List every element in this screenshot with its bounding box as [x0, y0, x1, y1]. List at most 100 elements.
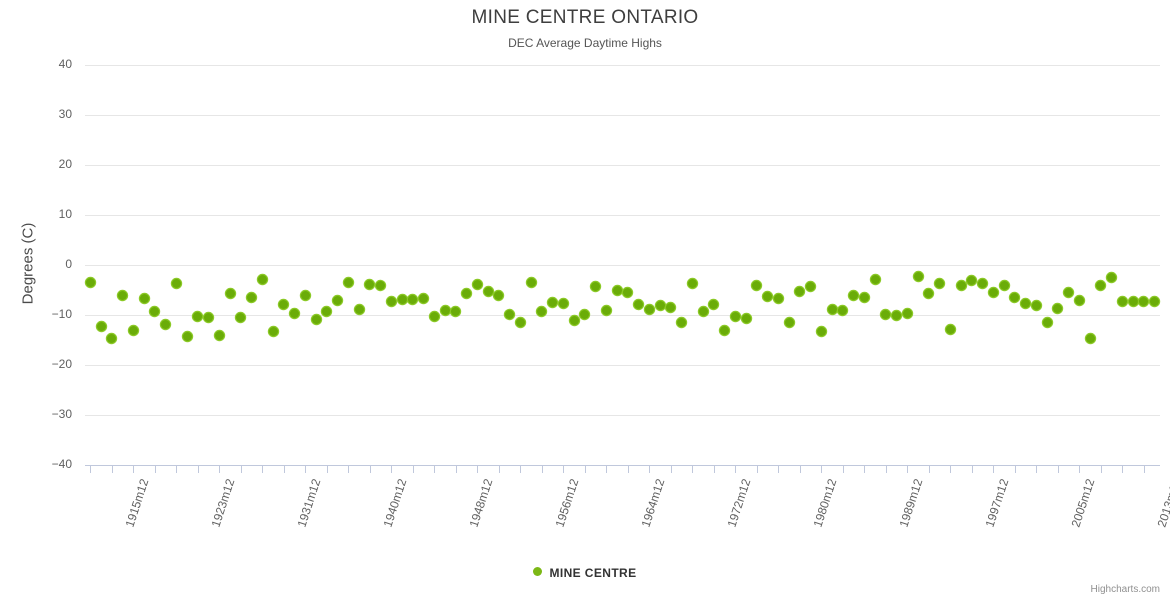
- data-point[interactable]: [419, 294, 429, 303]
- data-point[interactable]: [1128, 296, 1138, 306]
- data-point[interactable]: [322, 306, 332, 316]
- data-point[interactable]: [107, 333, 117, 343]
- data-point[interactable]: [279, 299, 289, 309]
- data-point[interactable]: [311, 315, 321, 324]
- data-point[interactable]: [354, 305, 364, 314]
- data-point[interactable]: [1107, 272, 1117, 282]
- data-point[interactable]: [429, 312, 439, 321]
- data-point[interactable]: [451, 307, 461, 316]
- data-point[interactable]: [859, 292, 869, 302]
- data-point[interactable]: [494, 290, 504, 300]
- data-point[interactable]: [763, 291, 773, 301]
- data-point[interactable]: [1096, 280, 1106, 290]
- data-point[interactable]: [752, 280, 762, 290]
- data-point[interactable]: [913, 272, 923, 281]
- data-point[interactable]: [548, 298, 558, 307]
- data-point[interactable]: [612, 285, 622, 295]
- data-point[interactable]: [300, 290, 310, 300]
- data-point[interactable]: [1042, 318, 1052, 327]
- data-point[interactable]: [687, 279, 697, 288]
- data-point[interactable]: [472, 280, 482, 289]
- data-point[interactable]: [1085, 334, 1095, 343]
- data-point[interactable]: [397, 295, 407, 304]
- data-point[interactable]: [978, 279, 988, 288]
- data-point[interactable]: [827, 304, 837, 314]
- data-point[interactable]: [505, 309, 515, 319]
- data-point[interactable]: [1021, 299, 1031, 308]
- data-point[interactable]: [698, 307, 708, 316]
- data-point[interactable]: [720, 326, 730, 335]
- data-point[interactable]: [806, 281, 816, 291]
- data-point[interactable]: [376, 281, 386, 290]
- data-point[interactable]: [408, 294, 418, 304]
- data-point[interactable]: [1117, 296, 1127, 306]
- legend-item[interactable]: MINE CENTRE: [533, 565, 636, 580]
- data-point[interactable]: [881, 309, 891, 319]
- data-point[interactable]: [569, 315, 579, 325]
- data-point[interactable]: [795, 286, 805, 296]
- data-point[interactable]: [171, 278, 181, 288]
- data-point[interactable]: [784, 318, 794, 327]
- data-point[interactable]: [182, 332, 192, 341]
- data-point[interactable]: [290, 309, 300, 318]
- data-point[interactable]: [644, 304, 654, 314]
- data-point[interactable]: [236, 312, 246, 322]
- data-point[interactable]: [225, 288, 235, 298]
- data-point[interactable]: [204, 313, 214, 322]
- data-point[interactable]: [773, 293, 783, 303]
- data-point[interactable]: [558, 299, 568, 308]
- data-point[interactable]: [591, 281, 601, 291]
- data-point[interactable]: [139, 293, 149, 303]
- data-point[interactable]: [365, 280, 375, 289]
- data-point[interactable]: [1031, 300, 1041, 310]
- data-point[interactable]: [988, 288, 998, 297]
- data-point[interactable]: [677, 317, 687, 327]
- data-point[interactable]: [118, 290, 128, 300]
- data-point[interactable]: [935, 278, 945, 288]
- data-point[interactable]: [956, 281, 966, 290]
- data-point[interactable]: [161, 320, 171, 329]
- data-point[interactable]: [849, 290, 859, 300]
- data-point[interactable]: [902, 308, 912, 318]
- data-point[interactable]: [945, 324, 955, 334]
- data-point[interactable]: [1139, 296, 1149, 306]
- data-point[interactable]: [247, 293, 257, 302]
- data-point[interactable]: [268, 327, 278, 336]
- data-point[interactable]: [462, 288, 472, 298]
- data-point[interactable]: [580, 310, 590, 319]
- data-point[interactable]: [1150, 296, 1160, 306]
- data-point[interactable]: [1064, 288, 1074, 297]
- data-point[interactable]: [709, 300, 719, 309]
- data-point[interactable]: [623, 288, 633, 297]
- data-point[interactable]: [730, 311, 740, 321]
- data-point[interactable]: [386, 296, 396, 306]
- data-point[interactable]: [892, 310, 902, 320]
- data-point[interactable]: [967, 275, 977, 285]
- data-point[interactable]: [634, 300, 644, 309]
- data-point[interactable]: [483, 286, 493, 296]
- data-point[interactable]: [924, 288, 934, 298]
- data-point[interactable]: [655, 300, 665, 310]
- data-point[interactable]: [999, 280, 1009, 290]
- data-point[interactable]: [838, 305, 848, 315]
- data-point[interactable]: [870, 274, 880, 284]
- data-point[interactable]: [1010, 293, 1020, 302]
- data-point[interactable]: [343, 278, 353, 287]
- data-point[interactable]: [666, 303, 676, 312]
- data-point[interactable]: [214, 331, 224, 340]
- data-point[interactable]: [515, 318, 525, 327]
- data-point[interactable]: [741, 313, 751, 323]
- data-point[interactable]: [440, 305, 450, 315]
- data-point[interactable]: [816, 326, 826, 336]
- data-point[interactable]: [1074, 295, 1084, 305]
- data-point[interactable]: [85, 277, 95, 287]
- data-point[interactable]: [96, 322, 106, 331]
- data-point[interactable]: [333, 295, 343, 305]
- data-point[interactable]: [1053, 303, 1063, 313]
- data-point[interactable]: [193, 311, 203, 321]
- data-point[interactable]: [257, 274, 267, 284]
- data-point[interactable]: [526, 277, 536, 287]
- data-point[interactable]: [128, 326, 138, 335]
- data-point[interactable]: [150, 307, 160, 316]
- data-point[interactable]: [601, 305, 611, 315]
